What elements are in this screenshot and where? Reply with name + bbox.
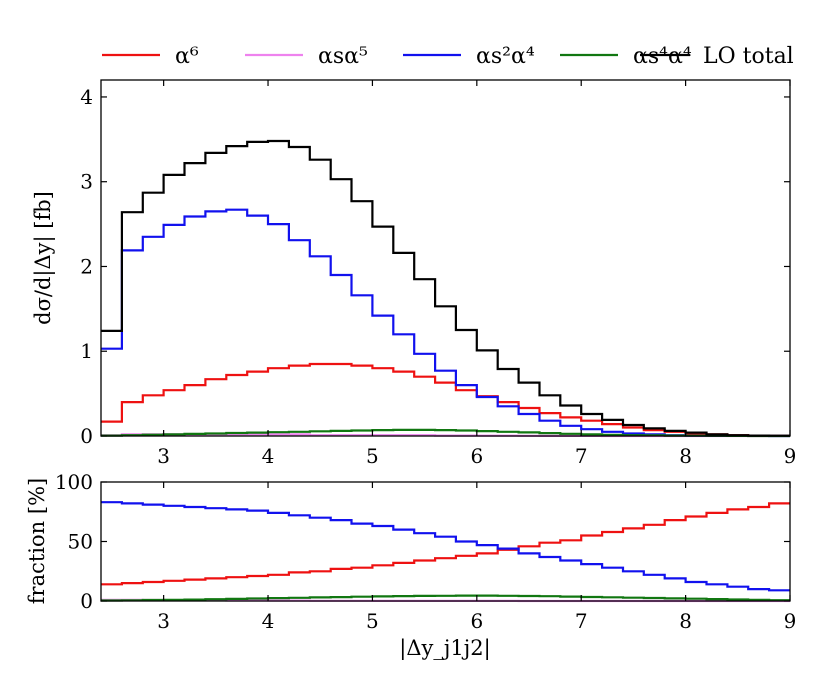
bottom-xtick-label-2: 5 xyxy=(366,609,379,633)
legend-label-as2-alpha4: αs²α⁴ xyxy=(476,44,535,69)
top-ytick-label-3: 3 xyxy=(80,170,93,194)
bottom-xlabel: |Δy_j1j2| xyxy=(399,636,490,661)
bottom-ytick-label-2: 100 xyxy=(55,470,93,494)
top-ylabel: dσ/d|Δy| [fb] xyxy=(31,191,56,325)
top-ytick-label-1: 1 xyxy=(80,339,93,363)
top-xtick-label-5: 8 xyxy=(679,444,692,468)
top-ticks: 3 4 5 6 7 8 9 0 1 2 3 4 xyxy=(80,80,796,468)
legend: α⁶ αsα⁵ αs²α⁴ αs⁴α⁴ LO total xyxy=(102,44,794,69)
top-ytick-label-2: 2 xyxy=(80,254,93,278)
bottom-ytick-label-0: 0 xyxy=(80,589,93,613)
bottom-xtick-label-6: 9 xyxy=(784,609,797,633)
legend-label-as-alpha5: αsα⁵ xyxy=(318,44,368,69)
bottom-series-2 xyxy=(101,501,790,592)
top-xtick-label-0: 3 xyxy=(157,444,170,468)
top-xtick-label-2: 5 xyxy=(366,444,379,468)
bottom-panel-frame xyxy=(100,481,791,602)
bottom-xtick-label-5: 8 xyxy=(679,609,692,633)
bottom-series-3 xyxy=(101,594,790,602)
top-series-0 xyxy=(101,362,790,437)
top-series-2 xyxy=(101,208,790,438)
top-series xyxy=(101,139,790,438)
bottom-xtick-label-0: 3 xyxy=(157,609,170,633)
top-panel-frame xyxy=(100,79,791,437)
top-xtick-label-6: 9 xyxy=(784,444,797,468)
bottom-series xyxy=(101,501,790,603)
bottom-xtick-label-4: 7 xyxy=(575,609,588,633)
top-ytick-label-0: 0 xyxy=(80,424,93,448)
top-xtick-label-3: 6 xyxy=(470,444,483,468)
legend-label-as4-alpha4: αs⁴α⁴ xyxy=(633,44,692,69)
bottom-ylabel: fraction [%] xyxy=(25,478,49,604)
top-xtick-label-1: 4 xyxy=(262,444,275,468)
legend-label-alpha6: α⁶ xyxy=(175,44,199,69)
bottom-ytick-label-1: 50 xyxy=(68,530,93,554)
bottom-series-0 xyxy=(101,502,790,586)
bottom-xtick-label-3: 6 xyxy=(470,609,483,633)
top-xtick-label-4: 7 xyxy=(575,444,588,468)
bottom-panel: 3 4 5 6 7 8 9 0 50 100 fraction [%] |Δy_j1j2| xyxy=(25,470,796,661)
bottom-ticks: 3 4 5 6 7 8 9 0 50 100 xyxy=(55,470,797,633)
legend-label-lo-total: LO total xyxy=(703,44,794,69)
top-panel: 3 4 5 6 7 8 9 0 1 2 3 4 dσ/d|Δy| [fb] xyxy=(31,79,796,468)
top-series-4 xyxy=(101,139,790,437)
bottom-xtick-label-1: 4 xyxy=(262,609,275,633)
top-ytick-label-4: 4 xyxy=(80,85,93,109)
